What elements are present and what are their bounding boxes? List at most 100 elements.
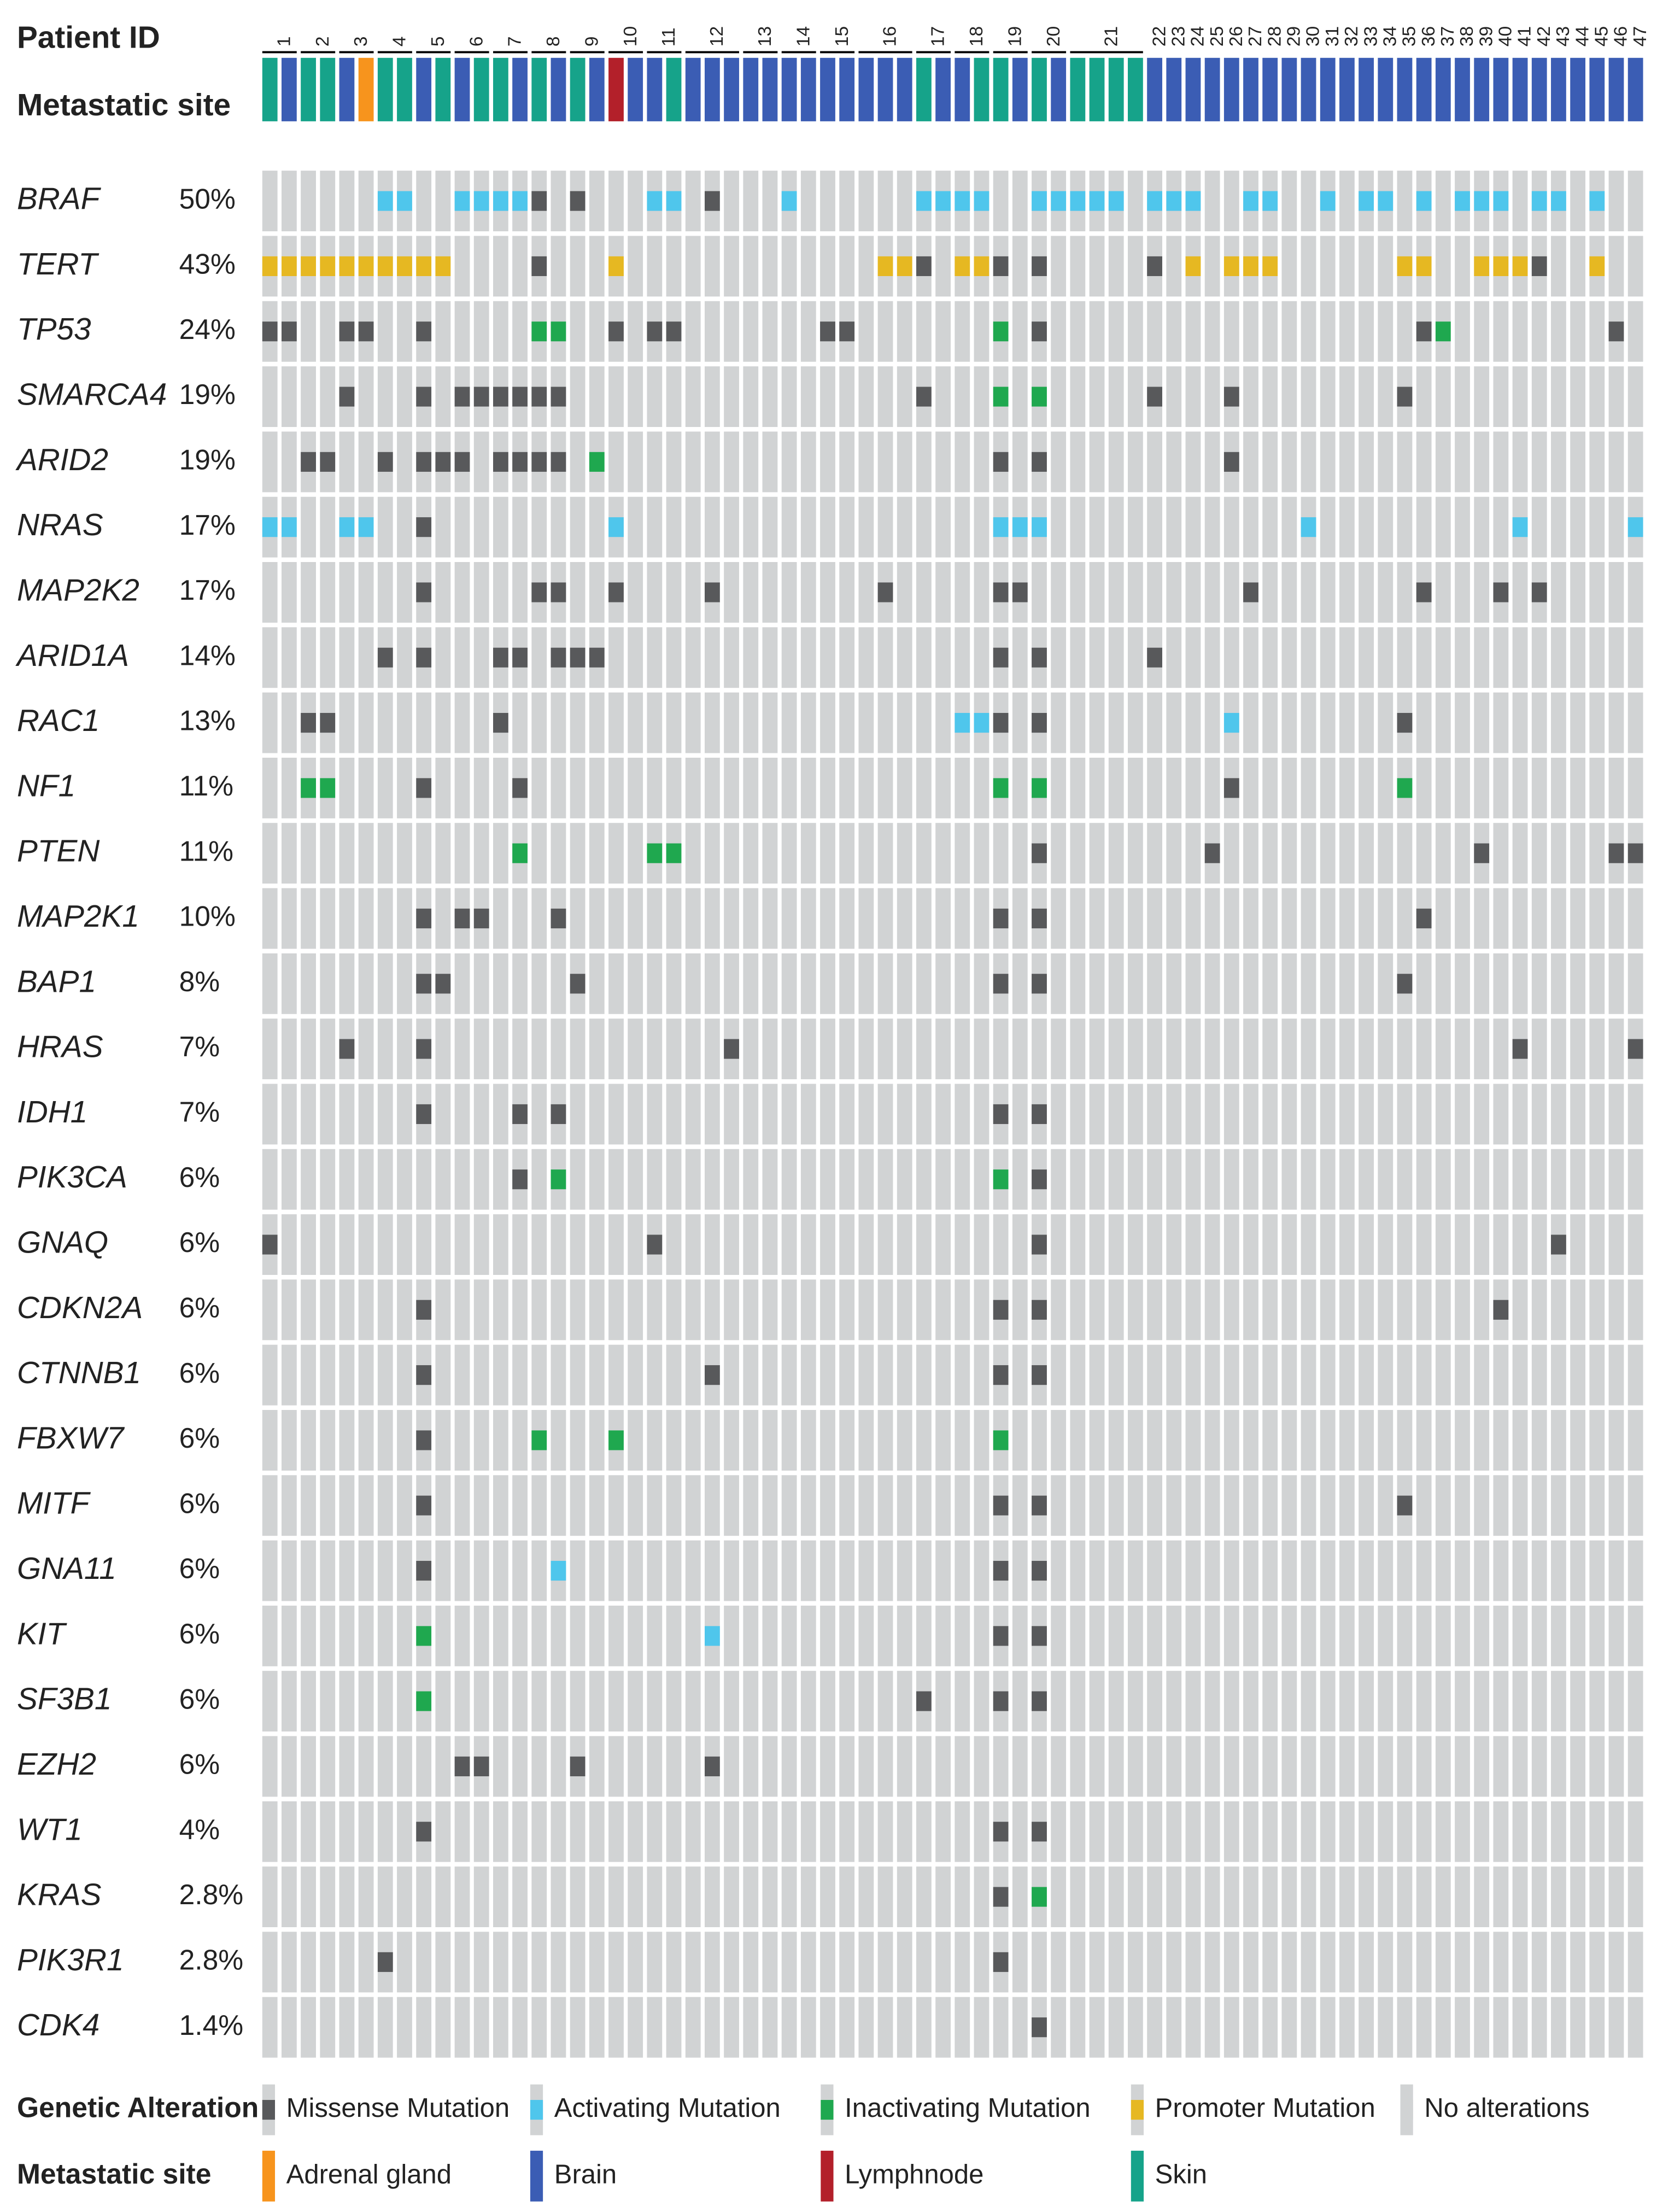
alteration	[589, 647, 605, 668]
alteration	[281, 256, 297, 276]
cell	[724, 171, 739, 232]
cell	[1455, 1997, 1470, 2058]
cell	[666, 888, 682, 949]
alteration	[993, 1626, 1009, 1646]
cell	[1147, 1997, 1162, 2058]
alteration	[1608, 843, 1624, 863]
cell	[1128, 366, 1143, 428]
alteration	[416, 1691, 432, 1711]
cell	[512, 1997, 528, 2058]
gene-name: NRAS	[17, 508, 103, 542]
cell	[570, 1214, 585, 1275]
alteration	[1455, 191, 1470, 211]
cell	[1339, 1344, 1355, 1406]
cell	[1570, 1736, 1586, 1797]
alteration	[916, 1691, 932, 1711]
cell	[1397, 1279, 1413, 1341]
cell	[435, 1997, 451, 2058]
cell	[262, 1866, 278, 1928]
cell	[724, 1344, 739, 1406]
cell	[1570, 1344, 1586, 1406]
cell	[820, 1344, 835, 1406]
cell	[820, 1475, 835, 1536]
patient-id: 27	[1245, 26, 1266, 46]
cell	[339, 1736, 355, 1797]
cell	[666, 1279, 682, 1341]
cell	[435, 562, 451, 623]
cell	[1551, 1475, 1566, 1536]
patient-id: 42	[1534, 26, 1554, 46]
cell	[1301, 1866, 1316, 1928]
cell	[974, 1475, 989, 1536]
cell	[1608, 236, 1624, 297]
cell	[1185, 431, 1201, 493]
cell	[1147, 1736, 1162, 1797]
cell	[1281, 823, 1297, 884]
cell	[839, 1540, 855, 1601]
alteration	[281, 321, 297, 342]
cell	[1204, 1866, 1220, 1928]
cell	[1301, 301, 1316, 362]
gene-frequency: 11%	[179, 770, 233, 801]
patient-id: 7	[505, 37, 525, 47]
cell	[570, 1866, 585, 1928]
cell	[1455, 627, 1470, 688]
cell	[1185, 823, 1201, 884]
cell	[1281, 1084, 1297, 1145]
cell	[1339, 757, 1355, 818]
cell	[820, 692, 835, 753]
cell	[858, 1214, 874, 1275]
cell	[1051, 1605, 1067, 1666]
cell	[301, 1801, 316, 1862]
site-cell	[1166, 57, 1182, 121]
cell	[839, 562, 855, 623]
cell	[781, 1801, 797, 1862]
alteration	[262, 256, 278, 276]
cell	[358, 692, 374, 753]
cell	[858, 562, 874, 623]
cell	[1570, 1279, 1586, 1341]
cell	[1551, 1866, 1566, 1928]
cell	[1589, 562, 1605, 623]
cell	[1108, 1736, 1124, 1797]
alteration	[435, 974, 451, 994]
cell	[1474, 757, 1490, 818]
cell	[647, 1475, 663, 1536]
cell	[916, 1019, 932, 1080]
alteration	[1223, 452, 1239, 472]
cell	[1416, 1801, 1432, 1862]
cell	[551, 1736, 566, 1797]
cell	[531, 1605, 547, 1666]
cell	[628, 1736, 643, 1797]
cell	[1012, 1149, 1028, 1210]
cell	[685, 301, 701, 362]
cell	[743, 692, 759, 753]
cell	[781, 1279, 797, 1341]
alteration	[1223, 713, 1239, 733]
cell	[858, 692, 874, 753]
cell	[1108, 431, 1124, 493]
cell	[1281, 1344, 1297, 1406]
cell	[1378, 1605, 1393, 1666]
cell	[377, 1344, 393, 1406]
cell	[1435, 1540, 1451, 1601]
cell	[877, 1149, 893, 1210]
cell	[1147, 1019, 1162, 1080]
gene-name: ARID2	[15, 443, 108, 477]
cell	[1185, 562, 1201, 623]
legend-label: Lymphnode	[845, 2160, 983, 2189]
cell	[955, 888, 970, 949]
cell	[512, 953, 528, 1014]
cell	[1608, 431, 1624, 493]
cell	[685, 1149, 701, 1210]
cell	[685, 171, 701, 232]
cell	[262, 953, 278, 1014]
alteration	[416, 256, 432, 276]
legend-label: Inactivating Mutation	[845, 2093, 1090, 2123]
cell	[608, 1866, 624, 1928]
cell	[397, 1019, 412, 1080]
cell	[1262, 496, 1278, 558]
cell	[839, 366, 855, 428]
cell	[781, 627, 797, 688]
alteration	[301, 778, 316, 798]
